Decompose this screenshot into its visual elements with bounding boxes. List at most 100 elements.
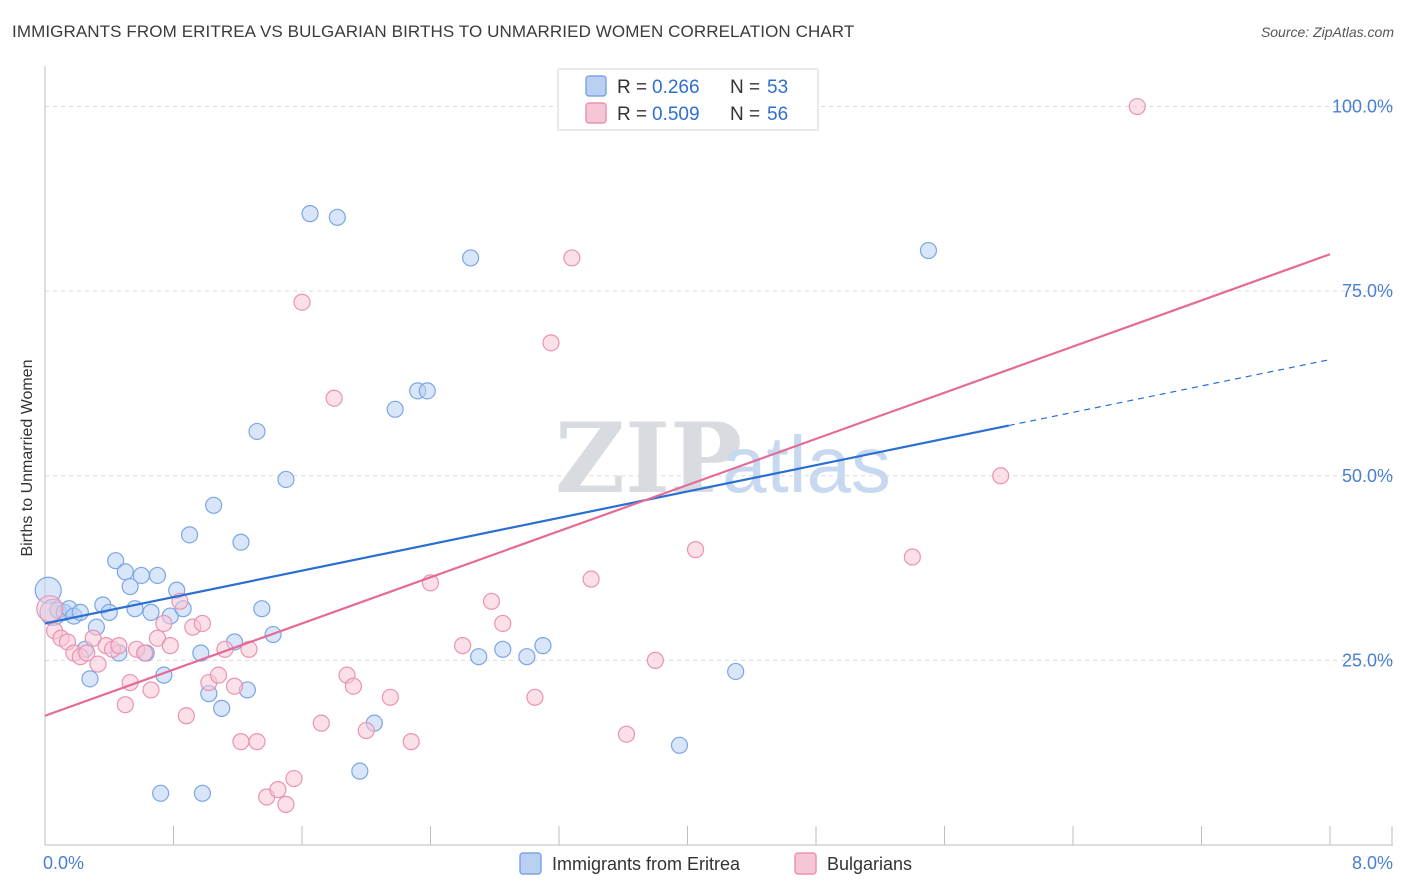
point-bulgarians-12 (116, 696, 134, 714)
x-tick-label-0: 0.0% (43, 853, 84, 873)
point-bulgarians-28 (232, 733, 250, 751)
point-bulgarians-19 (161, 637, 179, 655)
trend-line-eritrea (44, 424, 1009, 625)
point-eritrea-20 (148, 566, 167, 585)
watermark: ZIP atlas (555, 402, 891, 515)
point-bulgarians-47 (526, 688, 544, 706)
point-bulgarians-8 (89, 655, 107, 673)
point-bulgarians-17 (148, 629, 167, 647)
gridlines (45, 106, 1395, 661)
point-eritrea-41 (386, 400, 404, 418)
watermark-atlas: atlas (722, 420, 891, 509)
y-tick-label-1: 50.0% (1342, 466, 1393, 486)
point-bulgarians-44 (454, 637, 472, 655)
y-tick-label-0: 25.0% (1342, 650, 1393, 670)
point-bulgarians-34 (285, 769, 303, 788)
point-bulgarians-27 (225, 677, 244, 695)
point-bulgarians-45 (482, 592, 501, 610)
point-eritrea-51 (919, 241, 938, 260)
legend-r-label-0: R = (617, 77, 647, 98)
point-bulgarians-56 (1128, 97, 1146, 116)
y-tick-labels: 25.0% 50.0% 75.0% 100.0% (1332, 97, 1393, 671)
point-bulgarians-7 (84, 629, 102, 647)
legend-n-value-0: 53 (767, 77, 788, 98)
point-bulgarians-48 (542, 334, 560, 352)
bottom-legend-label-bulgarians: Bulgarians (827, 854, 912, 874)
point-eritrea-47 (518, 648, 536, 666)
point-bulgarians-29 (240, 640, 258, 658)
point-bulgarians-16 (142, 681, 160, 699)
point-bulgarians-53 (686, 541, 705, 559)
point-eritrea-29 (213, 699, 231, 717)
point-eritrea-34 (253, 600, 271, 618)
legend-n-value-1: 56 (767, 104, 788, 125)
point-eritrea-37 (301, 205, 319, 223)
point-eritrea-45 (470, 648, 488, 666)
point-bulgarians-0 (36, 595, 64, 623)
legend-swatch-bulgarians (585, 102, 607, 124)
point-bulgarians-41 (381, 688, 399, 706)
watermark-zip: ZIP (555, 402, 742, 515)
bottom-legend-swatch-bulgarians (794, 852, 817, 875)
point-eritrea-52 (152, 784, 170, 802)
point-bulgarians-42 (402, 733, 420, 751)
point-bulgarians-46 (494, 614, 512, 633)
point-eritrea-15 (121, 577, 139, 596)
y-tick-label-3: 100.0% (1332, 97, 1393, 117)
point-bulgarians-30 (248, 733, 266, 751)
point-eritrea-17 (132, 566, 150, 585)
point-eritrea-14 (116, 563, 134, 581)
legend-n-label-1: N = (730, 104, 760, 125)
point-eritrea-31 (232, 533, 250, 551)
legend-r-label-1: R = (617, 104, 647, 125)
trend-line-bulgarians (44, 253, 1331, 717)
legend-r-value-1: 0.509 (652, 104, 700, 125)
point-bulgarians-40 (357, 721, 375, 740)
legend-r-value-0: 0.266 (652, 77, 700, 98)
point-bulgarians-54 (903, 548, 921, 566)
stats-legend: R = 0.266 N = 53 R = 0.509 N = 56 (557, 68, 819, 131)
point-bulgarians-36 (312, 714, 330, 732)
point-eritrea-36 (277, 470, 295, 489)
y-tick-label-2: 75.0% (1342, 281, 1393, 301)
point-bulgarians-11 (110, 637, 128, 655)
point-bulgarians-32 (269, 781, 287, 799)
x-tick-label-1: 8.0% (1352, 853, 1393, 873)
point-bulgarians-51 (617, 725, 636, 743)
legend-n-label-0: N = (730, 77, 760, 98)
point-bulgarians-35 (293, 293, 311, 311)
point-bulgarians-18 (155, 614, 173, 633)
point-eritrea-12 (107, 552, 125, 570)
legend-swatch-eritrea (585, 75, 607, 97)
point-bulgarians-6 (78, 644, 96, 662)
point-bulgarians-23 (193, 614, 212, 633)
point-eritrea-53 (193, 784, 212, 802)
point-eritrea-28 (205, 496, 223, 514)
point-bulgarians-25 (209, 666, 228, 684)
point-eritrea-38 (328, 208, 346, 226)
series-bulgarians-points (36, 97, 1146, 813)
point-bulgarians-52 (646, 651, 664, 669)
point-eritrea-26 (192, 644, 210, 662)
trend-line-eritrea-extension (1008, 358, 1331, 427)
point-eritrea-39 (351, 762, 369, 780)
point-eritrea-50 (727, 662, 745, 681)
point-eritrea-49 (670, 736, 689, 754)
point-bulgarians-49 (563, 249, 581, 267)
point-eritrea-46 (494, 640, 512, 658)
point-eritrea-25 (180, 526, 199, 544)
series-legend: Immigrants from Eritrea Bulgarians (519, 852, 912, 875)
source-label: Source: ZipAtlas.com (1260, 24, 1394, 40)
point-bulgarians-21 (177, 707, 195, 725)
point-bulgarians-39 (344, 677, 362, 695)
point-bulgarians-15 (135, 644, 154, 662)
point-eritrea-33 (248, 422, 266, 441)
y-axis-label: Births to Unmarried Women (19, 359, 36, 556)
bottom-legend-swatch-eritrea (519, 852, 542, 875)
x-tick-labels: 0.0% 8.0% (43, 853, 1393, 873)
trend-lines (44, 253, 1331, 717)
point-bulgarians-33 (277, 795, 295, 813)
chart-title: IMMIGRANTS FROM ERITREA VS BULGARIAN BIR… (12, 22, 855, 41)
point-eritrea-43 (418, 382, 436, 400)
